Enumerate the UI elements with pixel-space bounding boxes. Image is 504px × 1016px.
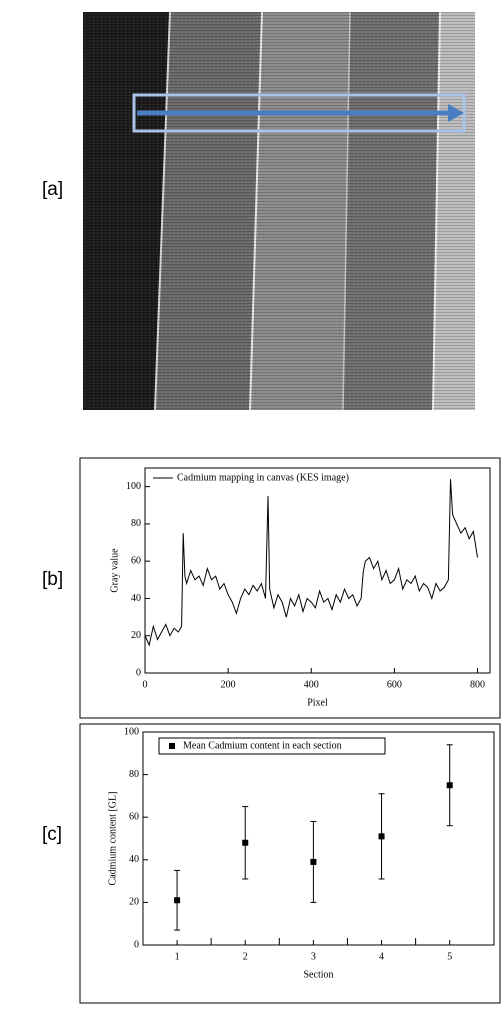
- panel-frame: [79, 457, 501, 719]
- panel-label: [a]: [42, 179, 63, 200]
- x-tick-label: 800: [470, 679, 485, 690]
- y-tick-label: 40: [131, 593, 141, 604]
- xray-image: [83, 11, 475, 411]
- y-tick-label: 80: [129, 769, 139, 780]
- x-tick-label: 1: [175, 951, 180, 962]
- y-axis-label: Cadmium content [GL]: [107, 792, 118, 886]
- x-axis-label: Pixel: [307, 697, 328, 708]
- x-tick-label: 200: [221, 679, 236, 690]
- point: [242, 839, 249, 846]
- legend-box: [158, 737, 386, 755]
- point: [446, 782, 453, 789]
- x-tick-label: 4: [379, 951, 384, 962]
- y-tick-label: 100: [124, 726, 139, 737]
- point: [378, 833, 385, 840]
- legend-label: Cadmium mapping in canvas (KES image): [177, 472, 349, 483]
- x-axis-label: Section: [304, 969, 334, 980]
- legend-label: Mean Cadmium content in each section: [183, 740, 342, 751]
- x-tick-label: 3: [311, 951, 316, 962]
- y-tick-label: 60: [131, 555, 141, 566]
- y-tick-label: 20: [129, 897, 139, 908]
- panel-frame: [79, 723, 501, 1004]
- y-tick-label: 40: [129, 854, 139, 865]
- y-axis-label: Gray value: [109, 548, 120, 593]
- x-tick-label: 5: [447, 951, 452, 962]
- y-tick-label: 0: [136, 667, 141, 678]
- point: [310, 858, 317, 865]
- y-tick-label: 100: [126, 481, 141, 492]
- y-tick-label: 80: [131, 518, 141, 529]
- y-tick-label: 60: [129, 811, 139, 822]
- plot-frame: [144, 467, 491, 674]
- legend-swatch: [169, 743, 175, 749]
- x-tick-label: 2: [243, 951, 248, 962]
- x-tick-label: 400: [304, 679, 319, 690]
- panel-label: [b]: [42, 569, 63, 590]
- point: [174, 897, 181, 904]
- x-tick-label: 600: [387, 679, 402, 690]
- data-line: [144, 479, 478, 647]
- y-tick-label: 20: [131, 630, 141, 641]
- y-tick-label: 0: [134, 939, 139, 950]
- plot-frame: [142, 731, 495, 946]
- x-tick-label: 0: [143, 679, 148, 690]
- panel-label: [c]: [42, 824, 62, 845]
